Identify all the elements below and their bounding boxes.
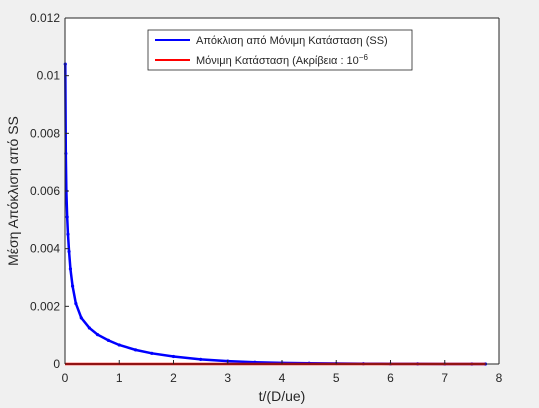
x-tick-label: 2 [170, 371, 177, 385]
x-axis-label: t/(D/ue) [259, 388, 306, 404]
series-point [117, 343, 121, 347]
series-point [199, 357, 203, 361]
x-tick-label: 3 [224, 371, 231, 385]
series-point [150, 351, 154, 355]
y-tick-label: 0.01 [37, 69, 61, 83]
x-tick-label: 4 [279, 371, 286, 385]
series-point [65, 215, 69, 219]
legend-label-series-1: Απόκλιση από Μόνιμη Κατάσταση (SS) [196, 35, 388, 47]
series-point [79, 316, 83, 320]
y-tick-label: 0.004 [30, 242, 60, 256]
series-point [106, 338, 110, 342]
legend-box [147, 29, 413, 71]
y-tick-label: 0.006 [30, 184, 60, 198]
series-point [68, 267, 73, 271]
y-tick-label: 0.002 [30, 299, 60, 313]
y-tick-label: 0.012 [30, 11, 60, 25]
y-tick-label: 0.008 [30, 126, 60, 140]
series-point [95, 332, 100, 337]
y-axis-label: Μέση Απόκλιση από SS [5, 116, 21, 266]
x-ticks: 0 1 2 3 4 5 6 7 8 [62, 360, 503, 385]
x-tick-label: 5 [333, 371, 340, 385]
series-point [66, 232, 70, 236]
series-point [87, 326, 92, 330]
legend-label-series-2: Μόνιμη Κατάσταση (Ακρίβεια : 10−6 [196, 53, 368, 67]
y-tick-label: 0 [53, 357, 60, 371]
legend: Απόκλιση από Μόνιμη Κατάσταση (SS) Μόνιμ… [147, 29, 413, 71]
series-point [171, 354, 176, 359]
series-point [133, 348, 138, 352]
series-point [67, 249, 71, 254]
y-ticks: 0 0.002 0.004 0.006 0.008 0.01 0.012 [30, 11, 69, 371]
x-tick-label: 6 [387, 371, 394, 385]
x-tick-label: 0 [62, 371, 69, 385]
plot-area [65, 18, 499, 364]
series-point [70, 284, 75, 288]
x-tick-label: 1 [116, 371, 123, 385]
x-tick-label: 8 [496, 371, 503, 385]
x-tick-label: 7 [441, 371, 448, 385]
series-point [74, 301, 78, 306]
